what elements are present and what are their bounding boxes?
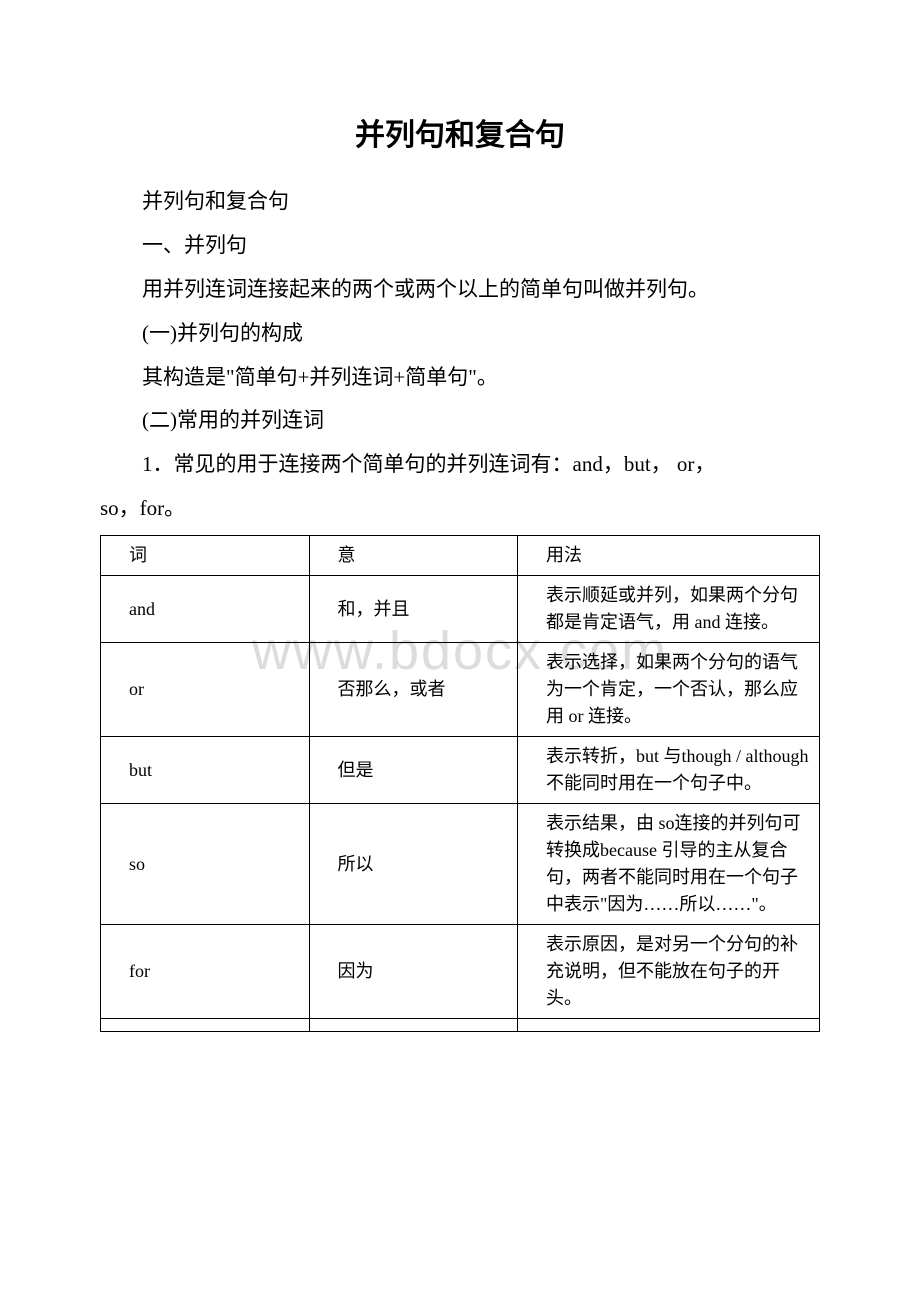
paragraph-4: (一)并列句的构成 [100, 314, 820, 354]
header-meaning: 意 [309, 536, 518, 576]
usage-first-line: 表示结果，由 so [546, 813, 675, 833]
cell-word: for [101, 925, 310, 1019]
table-header-row: 词 意 用法 [101, 536, 820, 576]
table-row: so 所以 表示结果，由 so连接的并列句可转换成because 引导的主从复合… [101, 804, 820, 925]
header-word: 词 [101, 536, 310, 576]
document-content: 并列句和复合句 并列句和复合句 一、并列句 用并列连词连接起来的两个或两个以上的… [100, 110, 820, 1032]
table-row: for 因为 表示原因，是对另一个分句的补充说明，但不能放在句子的开头。 [101, 925, 820, 1019]
cell-empty [309, 1019, 518, 1032]
cell-usage: 表示原因，是对另一个分句的补充说明，但不能放在句子的开头。 [518, 925, 820, 1019]
header-usage: 用法 [518, 536, 820, 576]
paragraph-3: 用并列连词连接起来的两个或两个以上的简单句叫做并列句。 [100, 270, 820, 310]
cell-usage: 表示结果，由 so连接的并列句可转换成because 引导的主从复合句，两者不能… [518, 804, 820, 925]
paragraph-7a: 1．常见的用于连接两个简单句的并列连词有：and，but， or， [100, 445, 820, 485]
cell-meaning: 否那么，或者 [309, 643, 518, 737]
paragraph-1: 并列句和复合句 [100, 182, 820, 222]
paragraph-7b: so，for。 [100, 489, 820, 529]
usage-first-line: 表示转折，but 与 [546, 746, 682, 766]
cell-empty [101, 1019, 310, 1032]
cell-meaning: 所以 [309, 804, 518, 925]
cell-usage: 表示选择，如果两个分句的语气为一个肯定，一个否认，那么应用 or 连接。 [518, 643, 820, 737]
cell-meaning: 但是 [309, 737, 518, 804]
paragraph-2: 一、并列句 [100, 226, 820, 266]
cell-word: but [101, 737, 310, 804]
paragraph-5: 其构造是"简单句+并列连词+简单句"。 [100, 358, 820, 398]
cell-empty [518, 1019, 820, 1032]
cell-word: and [101, 576, 310, 643]
usage-first-line: 表示顺延或并列， [546, 585, 690, 605]
conjunction-table: 词 意 用法 and 和，并且 表示顺延或并列，如果两个分句都是肯定语气，用 a… [100, 535, 820, 1032]
table-row: and 和，并且 表示顺延或并列，如果两个分句都是肯定语气，用 and 连接。 [101, 576, 820, 643]
table-row: but 但是 表示转折，but 与though / although 不能同时用… [101, 737, 820, 804]
cell-usage: 表示顺延或并列，如果两个分句都是肯定语气，用 and 连接。 [518, 576, 820, 643]
paragraph-6: (二)常用的并列连词 [100, 401, 820, 441]
cell-word: or [101, 643, 310, 737]
table-row-empty [101, 1019, 820, 1032]
table-row: or 否那么，或者 表示选择，如果两个分句的语气为一个肯定，一个否认，那么应用 … [101, 643, 820, 737]
cell-usage: 表示转折，but 与though / although 不能同时用在一个句子中。 [518, 737, 820, 804]
usage-first-line: 表示原因，是对另 [546, 934, 690, 954]
cell-meaning: 因为 [309, 925, 518, 1019]
cell-meaning: 和，并且 [309, 576, 518, 643]
usage-first-line: 表示选择，如果两 [546, 652, 690, 672]
cell-word: so [101, 804, 310, 925]
page-title: 并列句和复合句 [100, 110, 820, 154]
